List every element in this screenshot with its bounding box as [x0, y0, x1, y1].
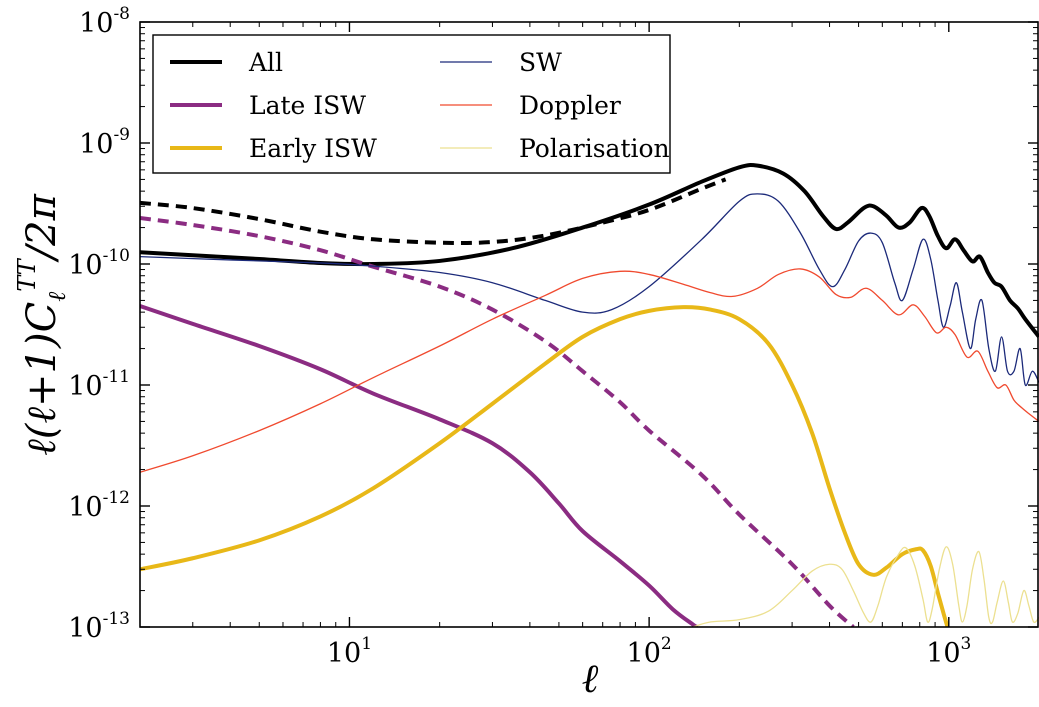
- legend-label-early-isw: Early ISW: [249, 134, 377, 163]
- y-tick-label: 10-10: [68, 246, 130, 281]
- y-axis-label: ℓ(ℓ+1)CℓTT/2π: [13, 193, 71, 456]
- series-layer: [140, 163, 1039, 627]
- series-line-all: [140, 163, 1039, 339]
- x-tick-label: 102: [627, 634, 672, 669]
- legend-label-sw: SW: [519, 48, 562, 77]
- y-tick-label: 10-11: [68, 367, 130, 402]
- series-line-doppler: [140, 268, 1039, 473]
- legend-label-late-isw: Late ISW: [249, 91, 366, 120]
- legend-label-all: All: [248, 48, 283, 77]
- series-line-dashed-1: [140, 177, 727, 245]
- series-line-polarisation: [692, 546, 1039, 627]
- legend-label-polarisation: Polarisation: [519, 134, 670, 163]
- ticks-layer: 101 102 103 10-13 10-12 10-11 10-10 10-9 10-8: [68, 4, 1038, 669]
- series-line-early-isw: [140, 305, 950, 627]
- series-line-dashed-3: [140, 216, 855, 627]
- series-line-late-isw: [140, 304, 699, 627]
- legend-box: [152, 34, 671, 174]
- series-line-sw: [140, 193, 1039, 387]
- y-tick-label: 10-13: [68, 609, 130, 644]
- x-axis-label: ℓ: [582, 656, 599, 702]
- y-tick-label: 10-8: [79, 4, 130, 39]
- y-tick-label: 10-12: [68, 488, 130, 523]
- x-tick-label: 101: [327, 634, 372, 669]
- y-tick-label: 10-9: [79, 125, 130, 160]
- plot-frame: [139, 21, 1039, 628]
- legend-label-doppler: Doppler: [519, 91, 621, 120]
- legend: All Late ISW Early ISW SW Doppler Polarisatio…: [152, 34, 671, 174]
- x-tick-label: 103: [926, 634, 971, 669]
